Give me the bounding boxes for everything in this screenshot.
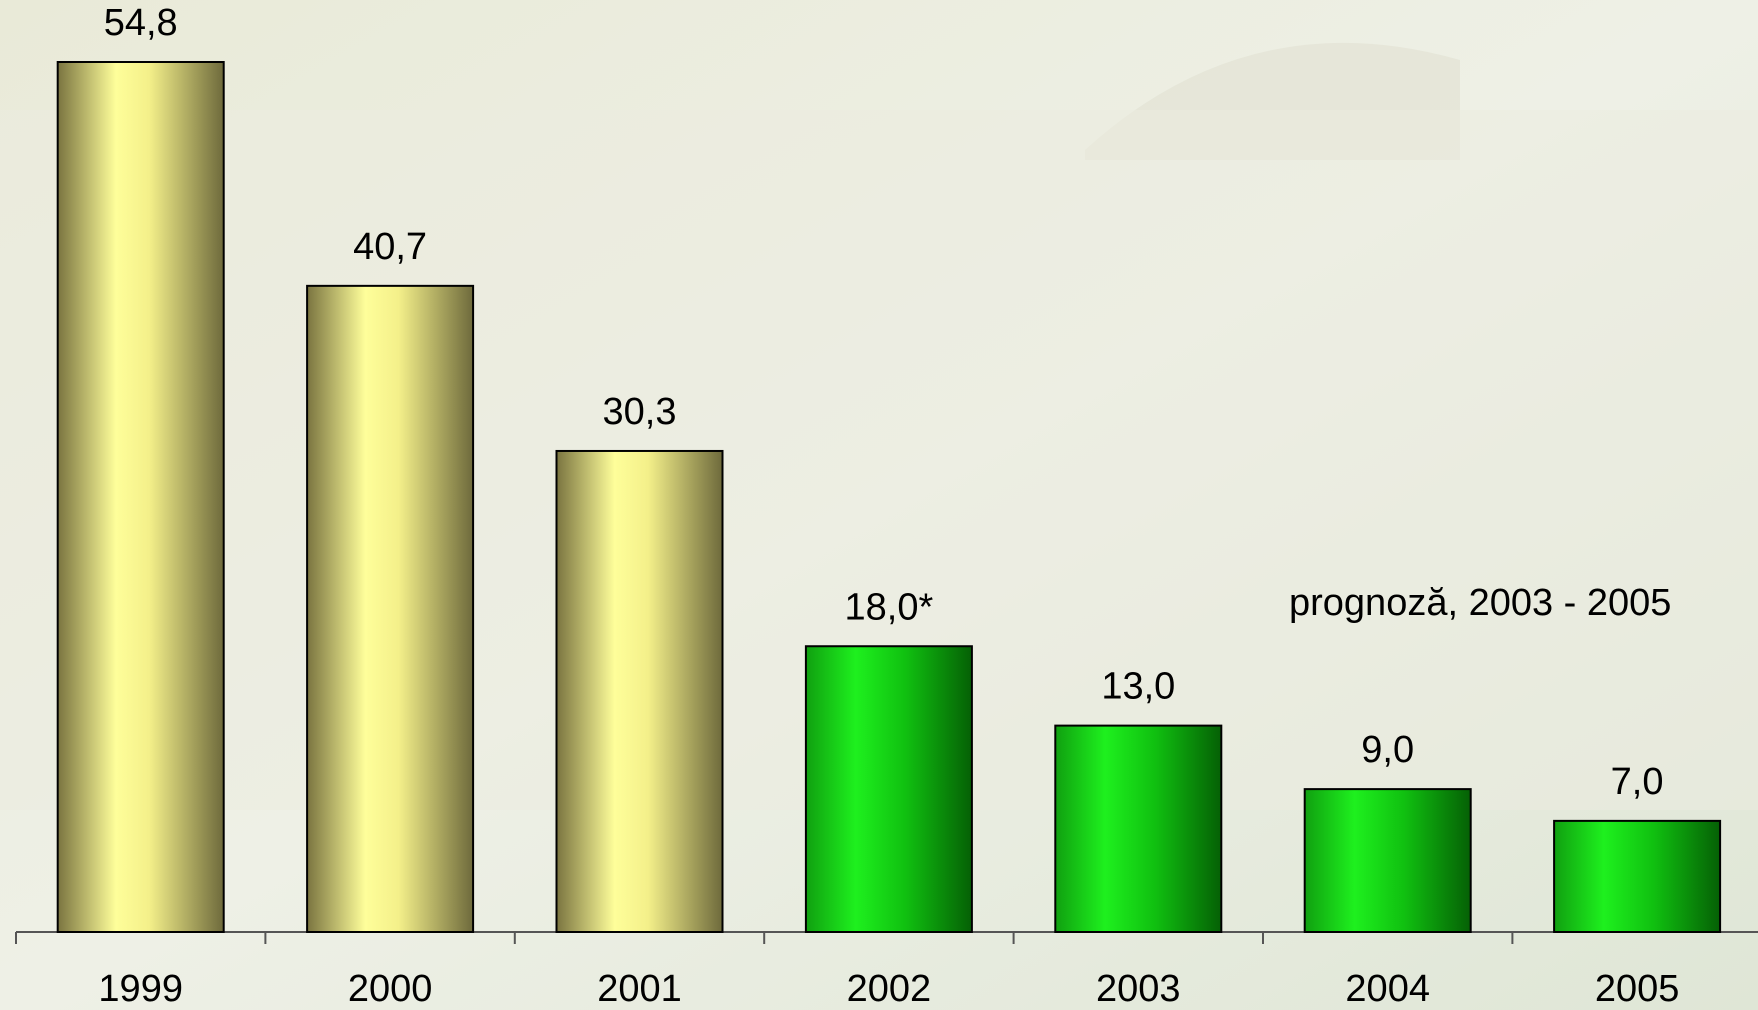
value-label: 30,3 xyxy=(603,391,677,433)
x-tick-label: 1999 xyxy=(98,968,183,1010)
bar xyxy=(804,645,973,933)
x-tick-label: 2001 xyxy=(597,968,682,1010)
value-label: 40,7 xyxy=(353,226,427,268)
x-tick-label: 2002 xyxy=(847,968,932,1010)
x-tick-label: 2003 xyxy=(1096,968,1181,1010)
annotation: prognoză, 2003 - 2005 xyxy=(1289,582,1671,624)
bar xyxy=(56,61,225,933)
value-label: 54,8 xyxy=(104,2,178,44)
x-tick-label: 2004 xyxy=(1345,968,1430,1010)
bar xyxy=(1553,819,1722,933)
value-label: 18,0* xyxy=(845,586,934,628)
bar xyxy=(555,449,724,933)
x-tick-label: 2005 xyxy=(1595,968,1680,1010)
bar xyxy=(1303,788,1472,933)
value-label: 13,0 xyxy=(1101,666,1175,708)
bar xyxy=(306,284,475,934)
x-tick-label: 2000 xyxy=(348,968,433,1010)
bar xyxy=(1054,724,1223,934)
value-label: 7,0 xyxy=(1611,761,1664,803)
value-label: 9,0 xyxy=(1361,729,1414,771)
